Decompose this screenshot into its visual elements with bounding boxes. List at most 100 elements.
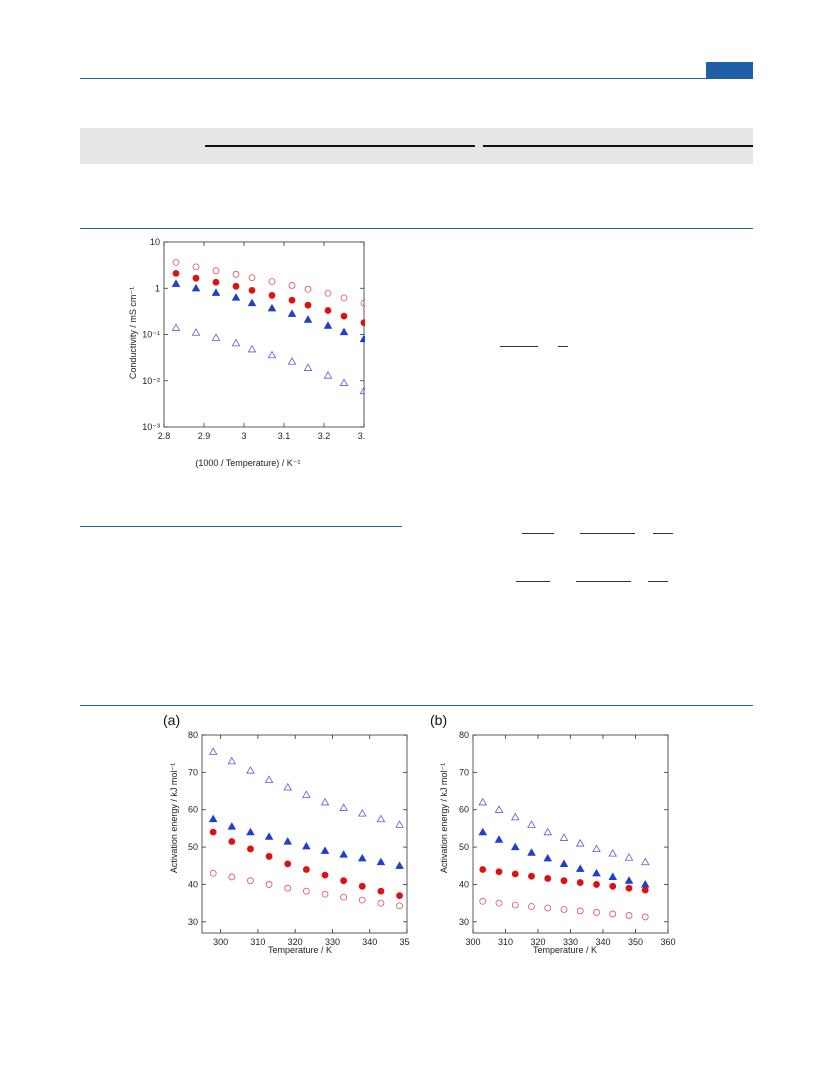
chart-b-series-0-point [527, 820, 536, 828]
chart-a-series-2-point [321, 871, 329, 879]
table-rule-right [483, 145, 753, 147]
chart-b-y-tick-label: 60 [459, 805, 469, 815]
conductivity-series-1-point [212, 278, 220, 286]
conductivity-series-3-point [303, 363, 313, 371]
chart-a-series-0-point [376, 814, 386, 823]
chart-b-series-3-point [528, 903, 535, 910]
chart-b-series-3-point [511, 901, 519, 909]
conductivity-series-1-point [232, 282, 240, 290]
chart-a-series-3-point [396, 902, 403, 910]
conductivity-series-0-point [304, 285, 312, 293]
conductivity-series-0-point [268, 278, 276, 285]
chart-a-series-3-point [358, 896, 366, 904]
conductivity-series-3-point [171, 323, 181, 331]
chart-b-x-tick-label: 360 [660, 937, 675, 947]
chart-b-series-2-point [576, 879, 584, 886]
chart-b-series-1-point [543, 853, 553, 862]
chart-a-series-3-point [228, 873, 236, 881]
chart-b-y-tick-label: 80 [459, 730, 469, 740]
equation-3-fraction-bar [516, 581, 550, 582]
chart-a-series-3-point [302, 887, 310, 895]
chart-a-series-1-point [208, 814, 218, 823]
chart-b-y-tick-label: 40 [459, 879, 469, 889]
chart-a-series-0-point [320, 797, 330, 806]
chart-b-series-0-point [510, 812, 520, 821]
chart-a-series-2-point [302, 866, 310, 873]
chart-b-series-3-point [576, 907, 584, 915]
chart-a-series-2-point [284, 860, 292, 868]
conductivity-series-0-point [232, 270, 240, 278]
conductivity-series-2-point [303, 315, 313, 323]
conductivity-series-0-point [248, 274, 256, 281]
conductivity-series-1-point [340, 312, 348, 320]
conductivity-series-3-point [211, 333, 221, 341]
table-rule-left [205, 145, 475, 147]
chart-b-series-0-point [559, 833, 569, 841]
conductivity-series-1-point [268, 292, 276, 299]
chart-b-series-2-point [511, 870, 519, 878]
conductivity-series-1-point [288, 296, 296, 304]
chart-b-series-2-point [479, 866, 487, 873]
chart-b-series-3-point [609, 910, 617, 918]
chart-a-series-2-point [396, 892, 403, 900]
chart-b-series-0-point [640, 857, 650, 866]
conductivity-series-2-point [323, 321, 333, 329]
chart-a-series-0-point [246, 766, 255, 774]
chart-b-x-tick-label: 340 [595, 937, 610, 947]
chart-b-series-3-point [479, 897, 487, 905]
section-rule-2 [80, 705, 753, 706]
chart-b-series-1-point [608, 872, 618, 881]
chart-a-series-3-point [247, 877, 254, 885]
chart-a-series-1-point [283, 837, 293, 845]
conductivity-series-0-point [212, 267, 220, 275]
chart-a-x-tick-label: 340 [362, 937, 377, 947]
chart-a-series-1-point [395, 861, 404, 869]
panel-label-a: (a) [163, 712, 181, 728]
chart-b-series-1-point [624, 876, 634, 884]
chart-a-series-0-point [283, 782, 293, 791]
conductivity-series-2-point [359, 334, 365, 343]
chart-b-series-1-point [592, 868, 601, 877]
conductivity-series-3-point [287, 357, 297, 365]
chart-a-series-3-point [265, 881, 273, 888]
chart-a-series-1-point [339, 850, 348, 858]
conductivity-series-0-point [360, 299, 365, 307]
chart-a-y-tick-label: 70 [188, 767, 198, 777]
conductivity-series-3-point [339, 378, 349, 386]
chart-b-series-3-point [625, 912, 633, 919]
chart-a-series-0-point [302, 790, 311, 798]
chart-a-y-tick-label: 60 [188, 805, 198, 815]
header-rule [80, 78, 753, 79]
conductivity-series-1-point [248, 286, 256, 294]
chart-a-series-0-point [208, 747, 218, 755]
chart-b-series-3-point [544, 904, 552, 912]
activation-energy-chart-a: Activation energy / kJ mol⁻¹ Temperature… [169, 730, 410, 955]
chart-b-x-tick-label: 350 [628, 937, 643, 947]
chart-a-y-tick-label: 80 [188, 730, 198, 740]
chart-b-series-1-point [494, 835, 504, 843]
chart-b-x-axis-label: Temperature / K [533, 945, 597, 955]
conductivity-series-2-point [339, 327, 349, 336]
chart-a-series-2-point [265, 853, 273, 860]
equation-2-fraction-bar [522, 533, 554, 534]
conductivity-series-3-point [359, 386, 365, 395]
conductivity-series-0-point [172, 259, 180, 266]
chart-b-x-tick-label: 310 [498, 937, 513, 947]
conductivity-series-2-point [267, 303, 277, 312]
conductivity-y-tick-label: 10 [150, 237, 160, 247]
chart-b-series-2-point [609, 882, 617, 890]
chart-a-x-tick-label: 330 [325, 937, 340, 947]
chart-b-series-0-point [592, 844, 601, 853]
chart-b-x-tick-label: 320 [530, 937, 545, 947]
chart-b-y-tick-label: 70 [459, 767, 469, 777]
chart-b-series-3-point [641, 913, 649, 921]
chart-b-series-2-point [641, 886, 649, 894]
chart-b-series-0-point [478, 797, 488, 806]
chart-b-series-3-point [495, 899, 503, 907]
chart-a-series-3-point [377, 899, 385, 907]
chart-b-y-axis-label: Activation energy / kJ mol⁻¹ [439, 763, 449, 873]
chart-a-series-2-point [377, 887, 385, 895]
chart-b-series-2-point [593, 881, 600, 888]
chart-b-x-tick-label: 330 [563, 937, 578, 947]
chart-a-y-tick-label: 30 [188, 917, 198, 927]
